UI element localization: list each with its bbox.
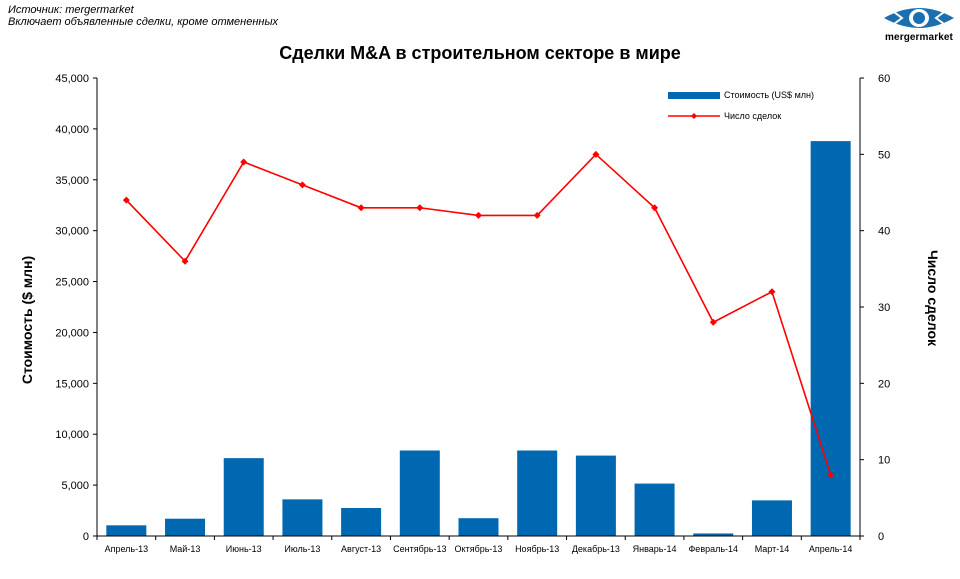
- legend-line-marker: [691, 113, 697, 119]
- bar-3: [223, 458, 264, 536]
- bar-13: [810, 141, 851, 536]
- deal-count-point-3: [240, 158, 248, 166]
- bar-5: [341, 508, 382, 536]
- deal-count-point-1: [122, 196, 130, 204]
- deal-count-point-2: [181, 257, 189, 265]
- source-line-2: Включает объявленные сделки, кроме отмен…: [8, 16, 279, 28]
- logo-text: mergermarket: [885, 32, 953, 43]
- y-right-tick-label: 30: [878, 302, 890, 314]
- deal-count-point-4: [298, 181, 306, 189]
- x-tick-label: Июль-13: [284, 544, 320, 554]
- bar-4: [282, 499, 323, 536]
- bar-10: [634, 483, 675, 536]
- y-right-tick-label: 50: [878, 149, 890, 161]
- x-tick-label: Май-13: [170, 544, 201, 554]
- deal-count-point-10: [651, 204, 659, 212]
- bar-1: [106, 525, 147, 536]
- x-tick-label: Февраль-14: [688, 544, 738, 554]
- x-tick-label: Сентябрь-13: [393, 544, 446, 554]
- y-right-tick-label: 10: [878, 455, 890, 467]
- bar-2: [165, 518, 206, 536]
- y-right-tick-label: 60: [878, 73, 890, 85]
- bar-12: [751, 500, 792, 536]
- y-left-tick-label: 10,000: [55, 429, 89, 441]
- y-right-tick-label: 20: [878, 378, 890, 390]
- y-left-tick-label: 20,000: [55, 327, 89, 339]
- bar-7: [458, 518, 499, 536]
- mergermarket-logo-icon: [880, 4, 958, 48]
- deal-count-point-5: [357, 204, 365, 212]
- y-left-tick-label: 15,000: [55, 378, 89, 390]
- y-left-tick-label: 40,000: [55, 124, 89, 136]
- x-tick-label: Март-14: [755, 544, 790, 554]
- y-left-tick-label: 0: [83, 531, 89, 543]
- bar-11: [693, 533, 734, 536]
- deal-count-point-11: [709, 318, 717, 326]
- y-left-tick-label: 5,000: [61, 480, 89, 492]
- y-left-tick-label: 35,000: [55, 175, 89, 187]
- legend-label-value: Стоимость (US$ млн): [724, 90, 814, 100]
- bar-6: [399, 450, 440, 536]
- chart-title: Сделки M&A в строительном секторе в мире: [279, 43, 681, 63]
- x-tick-label: Ноябрь-13: [515, 544, 559, 554]
- legend-label-count: Число сделок: [724, 111, 781, 121]
- x-tick-label: Апрель-14: [809, 544, 853, 554]
- x-tick-label: Январь-14: [633, 544, 677, 554]
- legend-bar-swatch: [668, 92, 720, 99]
- deal-count-point-9: [592, 150, 600, 158]
- deal-count-point-13: [827, 471, 835, 479]
- deal-count-line: [125, 153, 832, 476]
- x-tick-label: Август-13: [341, 544, 381, 554]
- deal-count-point-8: [533, 211, 541, 219]
- x-tick-label: Октябрь-13: [455, 544, 503, 554]
- y-left-tick-label: 45,000: [55, 73, 89, 85]
- source-note: Источник: mergermarket Включает объявлен…: [8, 4, 278, 28]
- x-tick-label: Апрель-13: [105, 544, 149, 554]
- x-tick-label: Декабрь-13: [572, 544, 620, 554]
- bar-9: [575, 455, 616, 536]
- y-right-tick-label: 40: [878, 226, 890, 238]
- deal-count-point-6: [416, 204, 424, 212]
- y-left-tick-label: 30,000: [55, 226, 89, 238]
- x-tick-label: Июнь-13: [226, 544, 262, 554]
- y-right-tick-label: 0: [878, 531, 884, 543]
- deal-count-point-7: [475, 211, 482, 219]
- y-axis-right-title: Число сделок: [925, 250, 941, 347]
- y-axis-left-title: Стоимость ($ млн): [19, 256, 35, 384]
- legend: Стоимость (US$ млн) Число сделок: [668, 90, 814, 121]
- source-line-1: Источник: mergermarket: [8, 4, 134, 16]
- bar-8: [517, 450, 558, 536]
- deal-count-point-12: [768, 288, 776, 296]
- y-left-tick-label: 25,000: [55, 277, 89, 289]
